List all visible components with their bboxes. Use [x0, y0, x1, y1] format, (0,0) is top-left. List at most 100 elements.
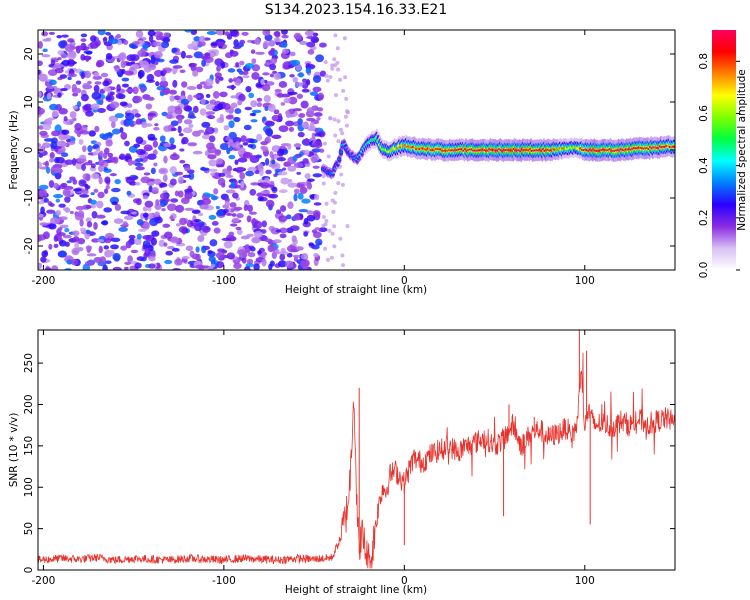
heatmap-noise-cell — [159, 135, 166, 143]
heatmap-noise-cell — [162, 69, 167, 75]
heatmap-noise-cell — [299, 186, 308, 194]
heatmap-noise-cell — [298, 113, 306, 118]
heatmap-noise-cell — [229, 50, 239, 57]
heatmap-noise-cell — [197, 234, 205, 242]
heatmap-noise-cell — [264, 62, 271, 66]
heatmap-noise-cell — [240, 180, 245, 189]
heatmap-noise-cell — [262, 30, 271, 37]
heatmap-noise-cell — [305, 78, 311, 86]
heatmap-noise-cell — [48, 158, 55, 163]
heatmap-noise-cell — [321, 174, 326, 179]
heatmap-noise-cell — [174, 107, 183, 115]
heatmap-noise-cell — [277, 260, 287, 268]
heatmap-noise-cell — [210, 42, 219, 47]
heatmap-noise-cell — [225, 174, 234, 178]
heatmap-noise-cell — [46, 209, 56, 214]
heatmap-noise-cell — [50, 141, 58, 150]
heatmap-noise-cell — [169, 215, 174, 220]
heatmap-noise-cell — [175, 204, 185, 213]
heatmap-noise-cell — [55, 209, 62, 216]
snr-x-tick-label: -200 — [31, 575, 55, 587]
heatmap-noise-cell — [345, 109, 350, 114]
heatmap-noise-cell — [133, 238, 142, 246]
heatmap-noise-cell — [184, 207, 195, 211]
heatmap-noise-cell — [177, 190, 184, 198]
heatmap-y-tick-label: 0 — [23, 147, 35, 154]
heatmap-noise-cell — [39, 130, 48, 136]
heatmap-noise-cell — [176, 223, 181, 227]
heatmap-noise-cell — [298, 209, 309, 213]
heatmap-noise-cell — [80, 93, 89, 102]
heatmap-noise-cell — [196, 83, 203, 90]
heatmap-noise-cell — [39, 222, 49, 226]
heatmap-noise-cell — [85, 110, 94, 117]
heatmap-noise-cell — [53, 243, 59, 248]
heatmap-noise-cell — [69, 210, 74, 215]
heatmap-noise-cell — [311, 156, 318, 164]
heatmap-noise-cell — [209, 239, 218, 247]
heatmap-noise-cell — [332, 244, 337, 249]
heatmap-noise-cell — [135, 181, 141, 186]
heatmap-noise-cell — [323, 222, 328, 227]
heatmap-noise-cell — [332, 57, 337, 62]
heatmap-noise-cell — [92, 75, 103, 80]
heatmap-noise-cell — [159, 182, 168, 188]
heatmap-noise-cell — [160, 41, 170, 49]
heatmap-noise-cell — [82, 82, 90, 90]
colorbar-label: Normalized spectral amplitude — [736, 69, 748, 230]
heatmap-noise-cell — [289, 225, 300, 232]
heatmap-noise-cell — [125, 240, 132, 249]
heatmap-noise-cell — [280, 247, 286, 255]
heatmap-noise-cell — [280, 177, 290, 185]
heatmap-noise-cell — [62, 234, 72, 239]
heatmap-noise-cell — [273, 37, 281, 43]
heatmap-noise-cell — [306, 107, 315, 115]
heatmap-noise-cell — [48, 31, 56, 36]
heatmap-noise-cell — [213, 227, 221, 234]
heatmap-noise-cell — [174, 51, 182, 56]
heatmap-noise-cell — [59, 224, 69, 229]
heatmap-noise-cell — [105, 52, 113, 60]
heatmap-noise-cell — [250, 100, 258, 108]
heatmap-signal-cell — [671, 145, 675, 148]
heatmap-noise-cell — [97, 30, 106, 36]
heatmap-noise-cell — [338, 77, 343, 82]
heatmap-noise-cell — [125, 112, 135, 121]
heatmap-noise-cell — [74, 241, 80, 249]
heatmap-noise-cell — [272, 239, 282, 244]
heatmap-noise-cell — [268, 193, 279, 199]
heatmap-noise-cell — [110, 244, 119, 250]
heatmap-noise-cell — [188, 123, 194, 128]
heatmap-noise-cell — [53, 194, 64, 199]
heatmap-noise-cell — [336, 181, 341, 186]
heatmap-noise-cell — [140, 176, 151, 184]
heatmap-noise-cell — [147, 133, 156, 141]
heatmap-noise-cell — [323, 246, 328, 251]
heatmap-noise-cell — [119, 101, 128, 107]
heatmap-noise-cell — [48, 180, 55, 188]
heatmap-noise-cell — [338, 127, 343, 132]
heatmap-noise-cell — [261, 220, 267, 228]
heatmap-noise-cell — [60, 183, 66, 190]
heatmap-noise-cell — [208, 214, 217, 220]
heatmap-noise-cell — [301, 198, 311, 204]
heatmap-noise-cell — [179, 159, 186, 164]
heatmap-noise-cell — [55, 198, 60, 203]
heatmap-noise-cell — [159, 80, 169, 88]
heatmap-noise-cell — [128, 234, 136, 240]
heatmap-noise-cell — [160, 193, 168, 200]
heatmap-noise-cell — [332, 224, 337, 229]
heatmap-noise-cell — [90, 163, 96, 169]
heatmap-noise-cell — [41, 54, 51, 58]
heatmap-noise-cell — [228, 78, 234, 83]
heatmap-noise-cell — [254, 170, 261, 175]
heatmap-noise-cell — [80, 54, 86, 61]
heatmap-noise-cell — [151, 230, 160, 237]
heatmap-noise-cell — [136, 218, 144, 226]
heatmap-noise-cell — [72, 105, 78, 110]
heatmap-noise-cell — [277, 113, 283, 120]
heatmap-noise-cell — [136, 256, 145, 261]
heatmap-noise-cell — [264, 157, 270, 166]
heatmap-noise-cell — [317, 92, 325, 101]
heatmap-noise-cell — [225, 114, 234, 120]
